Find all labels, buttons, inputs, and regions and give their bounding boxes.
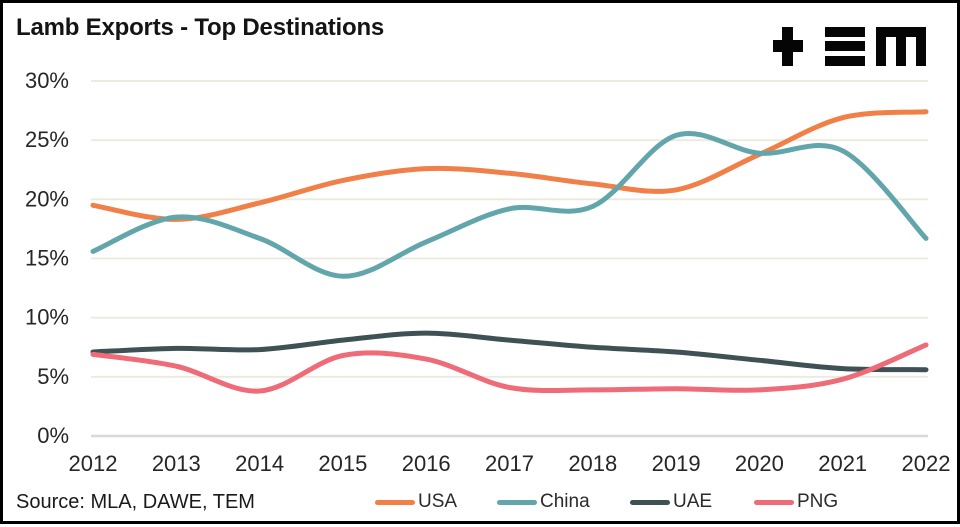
tem-logo-icon [773,27,926,66]
chart-title: Lamb Exports - Top Destinations [16,14,385,41]
y-tick-label: 15% [25,246,69,271]
line-chart-canvas: 0%5%10%15%20%25%30%2012 2013 2014 2015 2016 2… [25,68,951,476]
y-tick-label: 25% [25,127,69,152]
legend-swatch-uae [630,499,670,505]
x-tick-label: 2018 [568,451,617,476]
gridlines [91,80,928,438]
source-note: Source: MLA, DAWE, TEM [16,491,255,513]
x-tick-label: 2021 [818,451,867,476]
x-tick-label: 2016 [402,451,451,476]
x-tick-label: 2012 [69,451,118,476]
y-tick-label: 5% [37,364,69,389]
y-axis-labels: 0% 5% 10% 15% 20% 25% 30% [25,68,69,448]
series-line-png [90,342,929,394]
series-line-uae [90,330,929,373]
x-tick-label: 2014 [235,451,284,476]
y-tick-label: 20% [25,186,69,211]
legend-swatch-usa [375,499,415,505]
x-tick-label: 2013 [152,451,201,476]
y-tick-label: 10% [25,305,69,330]
x-tick-label: 2020 [735,451,784,476]
legend-label: USA [418,491,458,512]
legend-swatch-china [497,499,537,505]
legend-label: PNG [797,491,839,512]
logo-m-glyph-icon [876,27,926,76]
legend-swatch-png [754,499,794,505]
y-tick-label: 30% [25,68,69,93]
series-line-china [90,131,929,279]
logo-plus-glyph-icon [773,27,803,66]
x-tick-label: 2017 [485,451,534,476]
legend-item-china: China [497,491,590,513]
x-tick-label: 2022 [902,451,951,476]
logo-triple-bar-glyph-icon [825,27,865,66]
legend-item-png: PNG [754,491,838,513]
x-tick-label: 2015 [318,451,367,476]
x-axis-labels: 2012 2013 2014 2015 2016 2017 2018 2019 2020 2021… [69,451,951,476]
y-tick-label: 0% [37,423,69,448]
legend-label: UAE [673,491,713,512]
legend-label: China [540,491,590,512]
x-tick-label: 2019 [652,451,701,476]
legend-item-usa: USA [375,491,457,513]
series-line-usa [90,109,929,222]
legend-item-uae: UAE [630,491,712,513]
